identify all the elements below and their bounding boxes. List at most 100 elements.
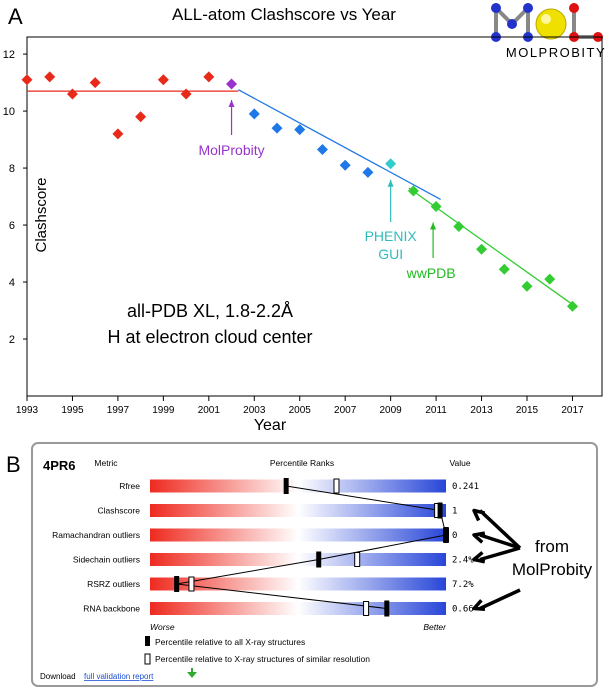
data-point <box>407 185 419 197</box>
legend-all-swatch <box>145 636 150 646</box>
data-point <box>112 128 124 140</box>
plot-frame <box>26 36 603 397</box>
percentile-bar <box>150 602 446 615</box>
percentile-bar <box>150 479 446 493</box>
data-point <box>521 280 533 292</box>
legend-all-text: Percentile relative to all X-ray structu… <box>155 637 305 647</box>
data-point <box>44 71 56 83</box>
data-point <box>385 158 397 170</box>
data-point <box>226 78 238 90</box>
x-tick-label: 2011 <box>425 405 447 416</box>
data-point <box>89 77 101 89</box>
percentile-bar <box>150 528 446 542</box>
data-point <box>362 166 374 178</box>
all-structures-marker <box>437 502 443 519</box>
data-point <box>271 122 283 134</box>
metric-label: RSRZ outliers <box>87 579 140 589</box>
data-point <box>430 201 442 213</box>
metric-label: Clashscore <box>97 506 140 516</box>
full-report-link[interactable]: full validation report <box>84 672 154 681</box>
from-label-line2: MolProbity <box>512 560 593 579</box>
column-percentile: Percentile Ranks <box>270 458 334 468</box>
entry-id: 4PR6 <box>43 458 76 473</box>
from-label-line1: from <box>535 537 569 556</box>
x-tick-label: 2013 <box>470 405 493 416</box>
annotation-line-1: all-PDB XL, 1.8-2.2Å <box>127 301 293 321</box>
molprobity-arrowhead <box>472 599 486 611</box>
trend-line <box>238 89 441 200</box>
logo-text: MOLPROBITY <box>506 45 606 60</box>
data-point <box>453 220 465 232</box>
better-label: Better <box>423 622 447 632</box>
x-tick-label: 2001 <box>198 405 221 416</box>
download-icon[interactable] <box>187 668 197 678</box>
column-value: Value <box>449 458 470 468</box>
annotation-line-2: H at electron cloud center <box>107 327 312 347</box>
chart-title: ALL-atom Clashscore vs Year <box>172 5 396 24</box>
all-structures-marker <box>316 551 322 568</box>
molprobity-arrow <box>479 533 521 550</box>
molprobity-arrow <box>478 509 522 550</box>
metric-label: Sidechain outliers <box>73 555 140 565</box>
molprobity-arrowhead <box>472 531 486 544</box>
data-point <box>66 88 78 100</box>
x-tick-label: 1993 <box>16 405 39 416</box>
x-tick-label: 2007 <box>334 405 357 416</box>
all-structures-marker <box>443 527 449 543</box>
x-tick-label: 1997 <box>107 405 130 416</box>
similar-resolution-marker <box>188 576 195 592</box>
all-structures-marker <box>283 478 289 494</box>
percentile-bar <box>150 577 446 591</box>
callout-phenix-line2: GUI <box>378 246 403 262</box>
data-point <box>157 74 169 86</box>
panel-b: B 4PR6 Metric Percentile Ranks Value Rfr… <box>0 440 609 690</box>
validation-slider: B 4PR6 Metric Percentile Ranks Value Rfr… <box>6 442 598 687</box>
callout-arrowhead <box>228 100 235 108</box>
percentile-connector <box>176 485 447 609</box>
percentile-bar <box>150 553 446 566</box>
callout-molprobity: MolProbity <box>198 142 264 158</box>
data-point <box>180 88 192 100</box>
x-tick-label: 2015 <box>516 405 539 416</box>
similar-resolution-marker <box>333 478 340 494</box>
data-point <box>316 144 328 156</box>
metric-value: 0.241 <box>452 482 479 492</box>
column-metric: Metric <box>94 458 118 468</box>
data-point <box>544 273 556 285</box>
molprobity-arrowhead <box>472 551 486 564</box>
legend-similar-text: Percentile relative to X-ray structures … <box>155 654 370 664</box>
clashscore-chart: A ALL-atom Clashscore vs Year MOLPROBITY… <box>3 3 606 434</box>
y-tick-label: 8 <box>9 163 15 175</box>
callout-arrowhead <box>387 179 394 187</box>
metric-label: RNA backbone <box>83 604 140 614</box>
y-tick-label: 10 <box>3 106 15 118</box>
similar-resolution-marker <box>354 552 361 567</box>
callout-phenix-line1: PHENIX <box>365 228 418 244</box>
worse-label: Worse <box>150 622 175 632</box>
data-point <box>248 108 260 120</box>
y-axis-label: Clashscore <box>33 177 50 252</box>
x-tick-label: 2005 <box>289 405 312 416</box>
panel-a-letter: A <box>8 4 23 29</box>
panel-a: A ALL-atom Clashscore vs Year MOLPROBITY… <box>3 3 606 434</box>
molprobity-arrowhead <box>472 508 486 522</box>
data-point <box>21 74 33 86</box>
panel-b-letter: B <box>6 452 21 477</box>
data-point <box>476 243 488 255</box>
legend-similar-swatch <box>144 653 151 665</box>
metric-value: 0.66 <box>452 605 474 615</box>
data-point <box>339 159 351 171</box>
y-tick-label: 4 <box>9 277 15 289</box>
x-tick-label: 1995 <box>61 405 84 416</box>
all-structures-marker <box>384 600 390 617</box>
molprobity-arrow <box>479 546 521 562</box>
data-point <box>498 263 510 275</box>
data-point <box>135 111 147 123</box>
molprobity-logo: MOLPROBITY <box>491 3 606 60</box>
metric-label: Ramachandran outliers <box>52 530 140 540</box>
percentile-bar <box>150 504 446 517</box>
download-label: Download <box>40 672 76 681</box>
metric-value: 2.4% <box>452 556 474 566</box>
data-point <box>566 300 578 312</box>
y-tick-label: 12 <box>3 49 15 61</box>
